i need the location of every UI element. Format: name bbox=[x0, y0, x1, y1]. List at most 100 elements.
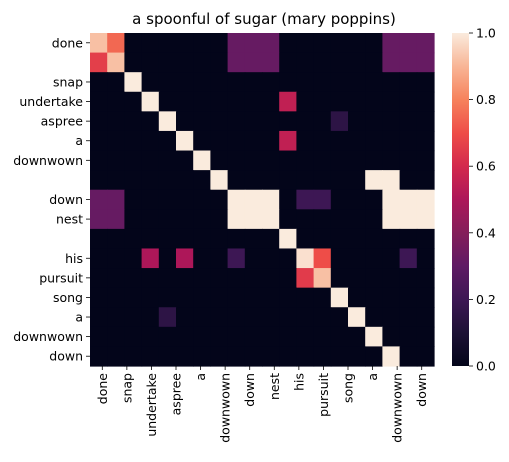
chart-title: a spoonful of sugar (mary poppins) bbox=[132, 10, 396, 28]
heatmap-cell bbox=[141, 326, 160, 348]
heatmap-cell bbox=[279, 111, 297, 132]
heatmap-cell bbox=[107, 91, 125, 112]
heatmap-cell bbox=[210, 33, 229, 54]
heatmap-cell bbox=[244, 268, 263, 289]
heatmap-cell bbox=[262, 111, 280, 132]
heatmap-cell bbox=[313, 150, 332, 171]
heatmap-cell bbox=[176, 287, 194, 308]
heatmap-cell bbox=[365, 91, 383, 112]
heatmap-cell bbox=[279, 268, 297, 289]
colorbar-tick-label: 0.8 bbox=[476, 92, 496, 107]
heatmap-cell bbox=[399, 111, 418, 132]
row-label: downwown bbox=[13, 329, 83, 344]
heatmap-cell bbox=[193, 326, 211, 348]
heatmap-cell bbox=[158, 346, 177, 367]
heatmap-cell bbox=[210, 130, 229, 152]
heatmap-cell bbox=[416, 346, 435, 367]
heatmap-cell bbox=[124, 52, 143, 73]
heatmap-cell bbox=[365, 111, 383, 132]
heatmap-cell bbox=[296, 287, 315, 308]
heatmap-cell bbox=[279, 228, 297, 250]
heatmap-cell bbox=[210, 346, 229, 367]
heatmap-cell bbox=[296, 326, 315, 348]
heatmap-cell bbox=[90, 111, 108, 132]
heatmap-cell bbox=[158, 326, 177, 348]
heatmap-cell bbox=[193, 209, 211, 230]
heatmap-cell bbox=[158, 150, 177, 171]
heatmap-cell bbox=[416, 248, 435, 269]
heatmap-cell bbox=[365, 189, 383, 210]
heatmap-cell bbox=[348, 307, 366, 328]
heatmap-cell bbox=[382, 72, 401, 93]
heatmap-cell bbox=[90, 189, 108, 210]
heatmap-cell bbox=[330, 189, 349, 210]
heatmap-cell bbox=[141, 72, 160, 93]
heatmap-cell bbox=[210, 326, 229, 348]
heatmap-cell bbox=[210, 307, 229, 328]
heatmap-cell bbox=[244, 170, 263, 191]
heatmap-cell bbox=[107, 189, 125, 210]
heatmap-cell bbox=[365, 33, 383, 54]
heatmap-cells bbox=[90, 33, 435, 367]
heatmap-cell bbox=[227, 189, 246, 210]
heatmap-cell bbox=[90, 52, 108, 73]
heatmap-cell bbox=[193, 170, 211, 191]
heatmap-cell bbox=[244, 91, 263, 112]
row-label: song bbox=[53, 290, 83, 305]
heatmap-cell bbox=[262, 326, 280, 348]
heatmap-cell bbox=[124, 111, 143, 132]
heatmap-cell bbox=[399, 170, 418, 191]
heatmap-cell bbox=[193, 33, 211, 54]
heatmap-cell bbox=[107, 326, 125, 348]
heatmap-cell bbox=[244, 326, 263, 348]
heatmap-cell bbox=[399, 326, 418, 348]
heatmap-cell bbox=[227, 307, 246, 328]
heatmap-cell bbox=[90, 326, 108, 348]
heatmap-cell bbox=[348, 228, 366, 250]
heatmap-cell bbox=[313, 111, 332, 132]
heatmap-cell bbox=[124, 346, 143, 367]
heatmap-cell bbox=[382, 33, 401, 54]
heatmap-cell bbox=[227, 287, 246, 308]
heatmap-cell bbox=[141, 91, 160, 112]
heatmap-cell bbox=[124, 228, 143, 250]
heatmap-cell bbox=[416, 228, 435, 250]
heatmap-cell bbox=[313, 307, 332, 328]
heatmap-cell bbox=[141, 33, 160, 54]
heatmap-cell bbox=[365, 346, 383, 367]
heatmap-cell bbox=[313, 130, 332, 152]
heatmap-cell bbox=[313, 248, 332, 269]
heatmap-cell bbox=[90, 170, 108, 191]
heatmap-cell bbox=[244, 346, 263, 367]
colorbar-tick-label: 1.0 bbox=[476, 26, 496, 41]
heatmap-cell bbox=[158, 170, 177, 191]
heatmap-cell bbox=[124, 189, 143, 210]
heatmap-cell bbox=[107, 170, 125, 191]
heatmap-cell bbox=[262, 130, 280, 152]
heatmap-cell bbox=[124, 248, 143, 269]
heatmap-cell bbox=[399, 268, 418, 289]
heatmap-cell bbox=[176, 307, 194, 328]
heatmap-cell bbox=[279, 91, 297, 112]
heatmap-cell bbox=[176, 33, 194, 54]
heatmap-cell bbox=[279, 52, 297, 73]
heatmap-cell bbox=[227, 72, 246, 93]
heatmap-cell bbox=[124, 72, 143, 93]
heatmap-cell bbox=[176, 170, 194, 191]
heatmap-cell bbox=[227, 150, 246, 171]
heatmap-cell bbox=[279, 248, 297, 269]
heatmap-cell bbox=[330, 150, 349, 171]
heatmap-cell bbox=[296, 189, 315, 210]
heatmap-cell bbox=[348, 150, 366, 171]
heatmap-cell bbox=[107, 150, 125, 171]
heatmap-cell bbox=[330, 111, 349, 132]
heatmap-cell bbox=[262, 346, 280, 367]
heatmap-cell bbox=[313, 228, 332, 250]
heatmap-cell bbox=[262, 248, 280, 269]
heatmap-cell bbox=[279, 346, 297, 367]
heatmap-cell bbox=[158, 287, 177, 308]
heatmap-cell bbox=[210, 170, 229, 191]
heatmap-cell bbox=[313, 346, 332, 367]
heatmap-cell bbox=[124, 130, 143, 152]
